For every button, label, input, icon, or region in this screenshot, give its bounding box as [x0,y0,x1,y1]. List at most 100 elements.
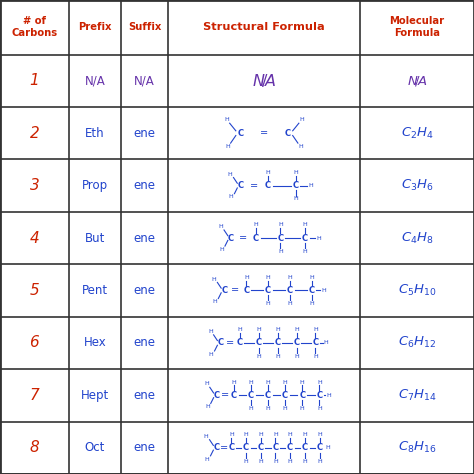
Text: ene: ene [134,231,155,245]
Text: H: H [273,432,278,437]
Text: C: C [312,338,319,347]
Text: H: H [310,301,314,306]
Text: C: C [274,338,281,347]
Text: H: H [313,354,318,359]
Text: H: H [316,236,321,240]
Text: $C_8H_{16}$: $C_8H_{16}$ [398,440,437,456]
Text: Eth: Eth [85,127,105,140]
Text: 7: 7 [29,388,39,403]
Text: C: C [265,181,271,190]
Text: C: C [228,443,235,452]
Text: C: C [214,391,220,400]
Text: H: H [303,222,308,227]
Text: H: H [204,434,209,439]
Text: H: H [300,380,305,384]
Text: H: H [225,144,230,149]
Text: H: H [321,288,326,293]
Text: C: C [228,234,234,243]
Text: H: H [258,458,263,464]
Text: H: H [254,222,258,227]
Text: H: H [310,275,314,280]
Text: H: H [229,194,234,200]
Text: # of
Carbons: # of Carbons [11,16,57,38]
Text: H: H [288,275,292,280]
Text: C: C [253,234,259,243]
Text: ene: ene [134,389,155,402]
Text: 5: 5 [29,283,39,298]
Text: But: But [85,231,105,245]
Text: C: C [243,443,249,452]
Text: C: C [214,443,220,452]
Text: H: H [278,222,283,227]
Text: =: = [226,338,234,348]
Text: H: H [300,406,305,411]
Text: 1: 1 [29,73,39,88]
Text: C: C [277,234,283,243]
Text: H: H [219,247,224,252]
Text: H: H [326,393,331,398]
Text: H: H [294,354,299,359]
Text: C: C [243,286,249,295]
Text: C: C [285,128,291,137]
Text: H: H [324,340,328,346]
Text: N/A: N/A [134,74,155,87]
Text: H: H [244,458,248,464]
Text: $N\!/\!A$: $N\!/\!A$ [407,74,427,88]
Text: H: H [209,352,214,357]
Text: H: H [294,327,299,332]
Text: H: H [224,118,229,122]
Text: ene: ene [134,127,155,140]
Text: H: H [208,329,213,334]
Text: H: H [303,249,308,254]
Text: H: H [288,458,292,464]
Text: C: C [292,181,299,190]
Text: C: C [302,443,308,452]
Text: H: H [293,196,298,201]
Text: H: H [244,432,248,437]
Text: $C_6H_{12}$: $C_6H_{12}$ [398,336,436,350]
Text: $C_5H_{10}$: $C_5H_{10}$ [398,283,437,298]
Text: H: H [283,406,288,411]
Text: H: H [288,432,292,437]
Text: C: C [287,443,293,452]
Text: C: C [309,286,315,295]
Text: H: H [258,432,263,437]
Text: H: H [275,327,280,332]
Text: =: = [260,128,268,138]
Text: Pent: Pent [82,284,108,297]
Text: H: H [308,183,313,188]
Text: H: H [266,170,271,175]
Text: ene: ene [134,284,155,297]
Text: Suffix: Suffix [128,22,161,32]
Text: H: H [299,144,304,149]
Text: ene: ene [134,441,155,454]
Text: H: H [228,172,233,177]
Text: 8: 8 [29,440,39,456]
Text: H: H [288,301,292,306]
Text: C: C [282,391,288,400]
Text: C: C [218,338,224,347]
Text: =: = [220,443,228,453]
Text: Molecular
Formula: Molecular Formula [390,16,445,38]
Text: $C_4H_8$: $C_4H_8$ [401,230,434,246]
Text: H: H [256,354,261,359]
Text: C: C [299,391,305,400]
Text: H: H [213,300,218,304]
Text: =: = [231,285,239,295]
Text: C: C [237,338,243,347]
Text: =: = [250,181,258,191]
Text: 6: 6 [29,336,39,350]
Text: C: C [273,443,279,452]
Text: H: H [317,458,322,464]
Text: Hex: Hex [83,337,106,349]
Text: H: H [244,275,249,280]
Text: 4: 4 [29,230,39,246]
Text: H: H [266,406,271,411]
Text: =: = [239,233,247,243]
Text: H: H [237,327,242,332]
Text: H: H [317,432,322,437]
Text: H: H [205,456,210,462]
Text: C: C [231,391,237,400]
Text: C: C [255,338,262,347]
Text: Oct: Oct [85,441,105,454]
